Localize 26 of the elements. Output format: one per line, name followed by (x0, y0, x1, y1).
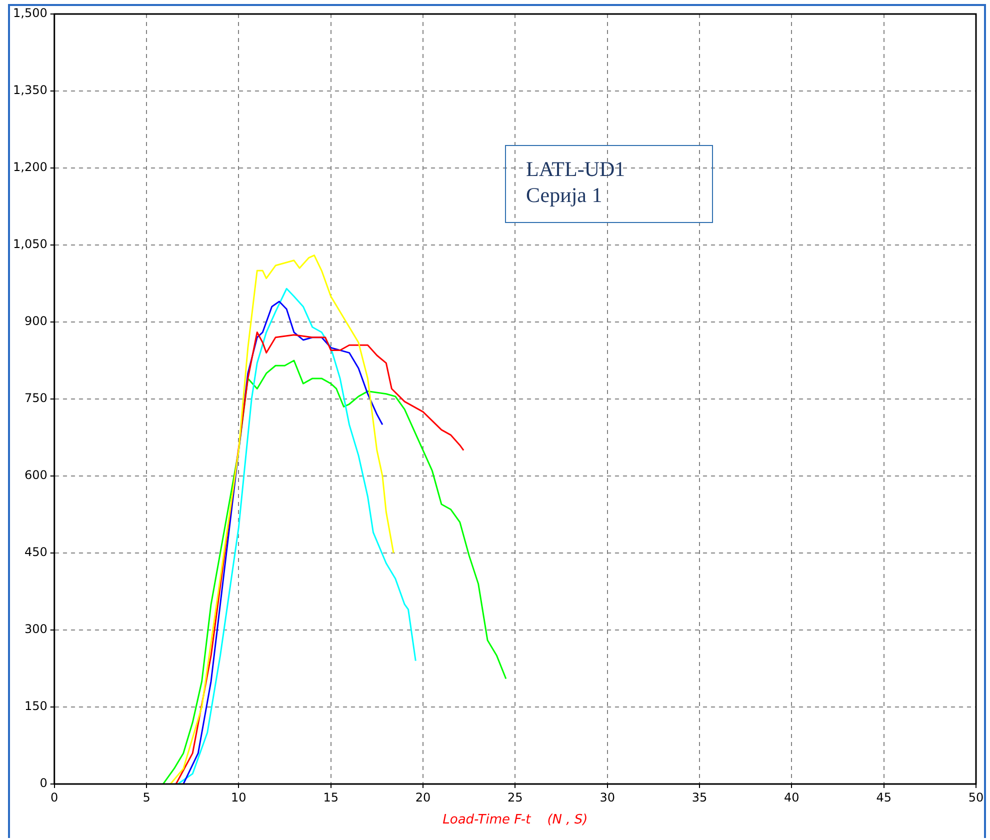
x-tick-label: 20 (415, 790, 431, 804)
x-tick-label: 35 (692, 790, 708, 804)
x-tick-label: 45 (876, 790, 892, 804)
x-tick-label: 40 (784, 790, 800, 804)
y-tick-label: 1,050 (12, 237, 48, 252)
y-tick-label: 600 (24, 468, 48, 482)
x-tick-label: 15 (323, 790, 338, 804)
y-tick-label: 150 (24, 699, 48, 714)
x-tick-label: 0 (50, 790, 58, 804)
annotation: Серија 1 (526, 182, 604, 208)
x-tick-label: 10 (231, 790, 246, 804)
y-tick-label: 300 (24, 622, 48, 636)
y-tick-label: 750 (24, 391, 48, 406)
x-tick-label: 5 (142, 790, 150, 804)
annotation: LATL-UD1 (526, 156, 626, 182)
x-axis-title: Load-Time F-t (N , S) (442, 812, 588, 828)
y-tick-label: 900 (24, 314, 48, 328)
x-tick-label: 30 (600, 790, 615, 804)
y-tick-label: 1,500 (12, 6, 48, 20)
y-tick-label: 0 (40, 776, 48, 790)
y-tick-label: 1,350 (12, 83, 48, 98)
y-tick-label: 450 (24, 545, 48, 560)
text-box: LATL-UD1 Серија 1 (505, 145, 713, 223)
y-tick-label: 1,200 (12, 160, 48, 174)
x-tick-label: 25 (508, 790, 523, 804)
x-tick-label: 50 (968, 790, 984, 804)
